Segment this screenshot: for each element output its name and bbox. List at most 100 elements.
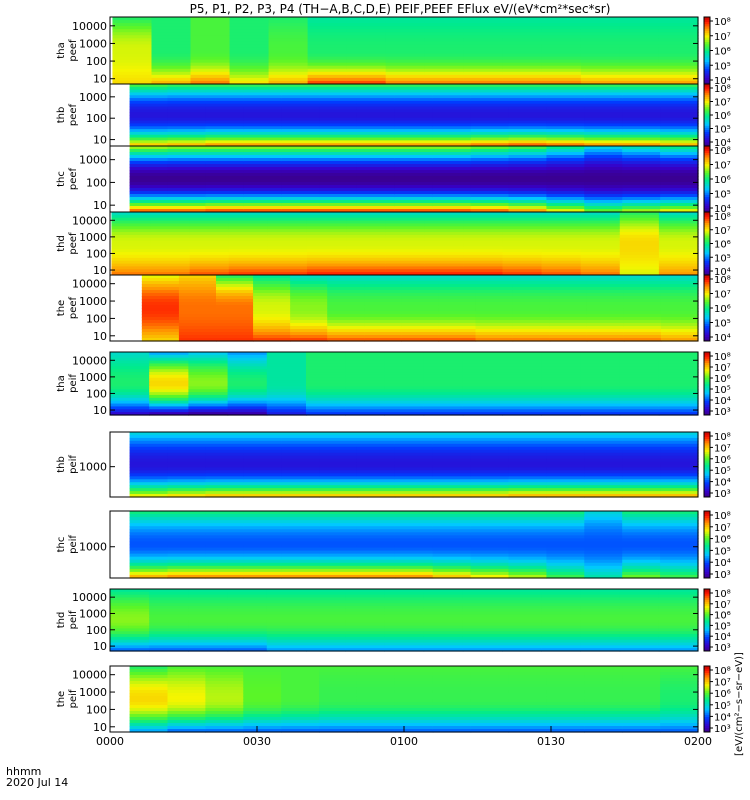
heatmap-cell	[319, 182, 358, 186]
heatmap-cell	[243, 149, 282, 153]
heatmap-cell	[660, 106, 699, 110]
heatmap-cell	[266, 603, 307, 607]
heatmap-cell	[384, 636, 425, 641]
heatmap-cell	[660, 123, 699, 127]
heatmap-cell	[584, 726, 623, 730]
heatmap-cell	[243, 92, 282, 96]
heatmap-cell	[167, 470, 206, 474]
heatmap-cell	[227, 360, 268, 365]
heatmap-cell	[394, 452, 434, 457]
heatmap-cell	[541, 600, 581, 604]
heatmap-cell	[619, 50, 660, 55]
heatmap-cell	[546, 571, 585, 576]
heatmap-cell	[307, 65, 348, 70]
heatmap-cell	[432, 729, 472, 733]
heatmap-cell	[584, 155, 623, 159]
heatmap-cell	[438, 299, 477, 303]
heatmap-cell	[584, 532, 623, 536]
heatmap-cell	[112, 26, 153, 30]
heatmap-cell	[319, 485, 358, 489]
heatmap-cell	[475, 320, 514, 324]
heatmap-cell	[111, 252, 152, 256]
heatmap-cell	[356, 470, 396, 474]
heatmap-cell	[619, 639, 660, 644]
heatmap-cell	[546, 547, 585, 552]
heatmap-cell	[586, 299, 625, 303]
heatmap-cell	[141, 320, 180, 324]
heatmap-cell	[267, 260, 308, 265]
heatmap-cell	[346, 59, 387, 64]
heatmap-cell	[623, 311, 662, 315]
heatmap-cell	[319, 687, 358, 691]
heatmap-cell	[356, 666, 396, 670]
heatmap-cell	[167, 526, 206, 530]
heatmap-cell	[432, 155, 472, 159]
heatmap-cell	[424, 23, 465, 27]
heatmap-cell	[462, 357, 503, 362]
heatmap-cell	[463, 226, 504, 230]
heatmap-cell	[423, 397, 464, 402]
heatmap-cell	[394, 86, 434, 91]
heatmap-cell	[394, 535, 434, 540]
heatmap-cell	[356, 729, 396, 733]
heatmap-cell	[346, 20, 387, 24]
heatmap-cell	[167, 170, 206, 174]
heatmap-cell	[306, 363, 346, 367]
heatmap-cell	[356, 164, 396, 168]
heatmap-cell	[508, 461, 548, 466]
heatmap-cell	[586, 308, 625, 312]
heatmap-cell	[432, 176, 472, 180]
heatmap-cell	[188, 380, 229, 385]
heatmap-cell	[110, 642, 150, 646]
y-tick-label: 10000	[72, 669, 107, 682]
heatmap-cell	[190, 20, 231, 24]
heatmap-cell	[508, 152, 548, 156]
heatmap-cell	[319, 89, 358, 94]
heatmap-cell	[470, 559, 510, 564]
heatmap-cell	[470, 115, 510, 119]
heatmap-cell	[281, 167, 320, 171]
heatmap-cell	[281, 446, 320, 451]
heatmap-cell	[319, 699, 358, 703]
heatmap-cell	[281, 696, 320, 700]
heatmap-cell	[243, 109, 282, 113]
heatmap-cell	[307, 77, 348, 82]
heatmap-cell	[266, 625, 307, 630]
heatmap-cell	[281, 458, 320, 463]
heatmap-cell	[508, 446, 548, 451]
heatmap-cell	[622, 158, 661, 162]
heatmap-cell	[512, 287, 551, 291]
heatmap-cell	[385, 229, 425, 233]
heatmap-cell	[502, 369, 542, 373]
heatmap-cell	[205, 434, 244, 439]
heatmap-cell	[541, 77, 582, 82]
heatmap-cell	[580, 232, 621, 236]
heatmap-cell	[266, 636, 307, 641]
heatmap-cell	[584, 520, 623, 524]
heatmap-cell	[216, 290, 254, 294]
heatmap-cell	[508, 678, 548, 682]
heatmap-cell	[584, 432, 623, 436]
heatmap-cell	[432, 434, 472, 439]
heatmap-cell	[508, 112, 548, 116]
heatmap-cell	[660, 446, 699, 451]
heatmap-cell	[660, 529, 699, 533]
heatmap-cell	[470, 446, 510, 451]
heatmap-cell	[205, 467, 244, 471]
heatmap-cell	[385, 234, 425, 239]
heatmap-cell	[141, 284, 180, 288]
heatmap-cell	[356, 708, 396, 712]
heatmap-cell	[178, 332, 217, 336]
heatmap-cell	[205, 708, 244, 712]
heatmap-cell	[512, 311, 551, 315]
heatmap-cell	[470, 565, 510, 570]
heatmap-cell	[658, 223, 699, 227]
heatmap-cell	[129, 672, 169, 676]
heatmap-cell	[512, 323, 551, 327]
heatmap-cell	[541, 229, 582, 233]
heatmap-cell	[281, 455, 320, 460]
heatmap-cell	[470, 717, 510, 721]
heatmap-cell	[470, 669, 510, 673]
heatmap-cell	[205, 488, 244, 492]
heatmap-cell	[346, 80, 387, 85]
